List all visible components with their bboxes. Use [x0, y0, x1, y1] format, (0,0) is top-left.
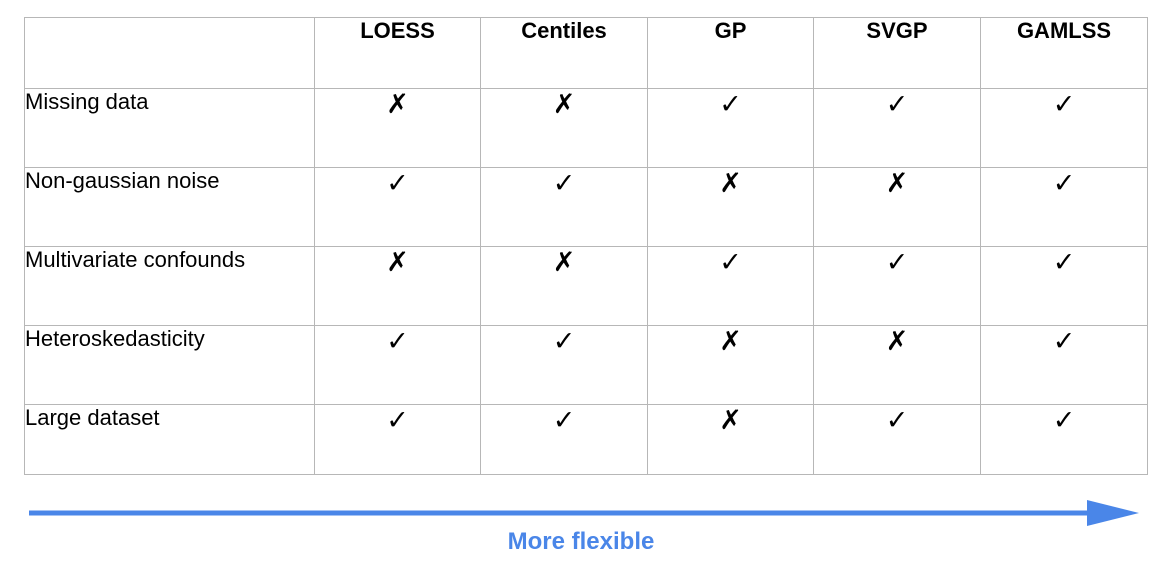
mark-cell: ✓	[480, 167, 648, 247]
mark-cell: ✗	[647, 325, 814, 405]
row-label: Large dataset	[24, 404, 315, 475]
mark-cell: ✓	[813, 404, 981, 475]
mark-cell: ✓	[647, 246, 814, 326]
header-row: LOESS Centiles GP SVGP GAMLSS	[24, 17, 1148, 89]
mark-cell: ✗	[647, 167, 814, 247]
table-row-missing-data: Missing data ✗ ✗ ✓ ✓ ✓	[24, 88, 1148, 168]
table-row-multivariate-confounds: Multivariate confounds ✗ ✗ ✓ ✓ ✓	[24, 246, 1148, 326]
mark-cell: ✗	[813, 325, 981, 405]
method-header-loess: LOESS	[314, 17, 481, 89]
mark-cell: ✗	[480, 88, 648, 168]
mark-cell: ✗	[314, 88, 481, 168]
mark-cell: ✓	[647, 88, 814, 168]
mark-cell: ✗	[813, 167, 981, 247]
method-header-gp: GP	[647, 17, 814, 89]
mark-cell: ✓	[980, 404, 1148, 475]
row-label: Heteroskedasticity	[24, 325, 315, 405]
row-label: Missing data	[24, 88, 315, 168]
mark-cell: ✓	[980, 246, 1148, 326]
comparison-table: LOESS Centiles GP SVGP GAMLSS Missing da…	[24, 17, 1148, 475]
mark-cell: ✓	[314, 404, 481, 475]
mark-cell: ✓	[980, 88, 1148, 168]
mark-cell: ✗	[314, 246, 481, 326]
mark-cell: ✓	[314, 325, 481, 405]
method-header-gamlss: GAMLSS	[980, 17, 1148, 89]
mark-cell: ✓	[314, 167, 481, 247]
method-header-svgp: SVGP	[813, 17, 981, 89]
table-row-non-gaussian-noise: Non-gaussian noise ✓ ✓ ✗ ✗ ✓	[24, 167, 1148, 247]
flexibility-label: More flexible	[507, 528, 655, 555]
mark-cell: ✓	[980, 325, 1148, 405]
method-header-centiles: Centiles	[480, 17, 648, 89]
table-row-heteroskedasticity: Heteroskedasticity ✓ ✓ ✗ ✗ ✓	[24, 325, 1148, 405]
row-label: Multivariate confounds	[24, 246, 315, 326]
corner-cell	[24, 17, 315, 89]
mark-cell: ✓	[480, 404, 648, 475]
mark-cell: ✗	[480, 246, 648, 326]
mark-cell: ✗	[647, 404, 814, 475]
mark-cell: ✓	[480, 325, 648, 405]
mark-cell: ✓	[813, 88, 981, 168]
row-label: Non-gaussian noise	[24, 167, 315, 247]
mark-cell: ✓	[980, 167, 1148, 247]
table-row-large-dataset: Large dataset ✓ ✓ ✗ ✓ ✓	[24, 404, 1148, 475]
mark-cell: ✓	[813, 246, 981, 326]
right-arrow-icon	[29, 500, 1139, 526]
